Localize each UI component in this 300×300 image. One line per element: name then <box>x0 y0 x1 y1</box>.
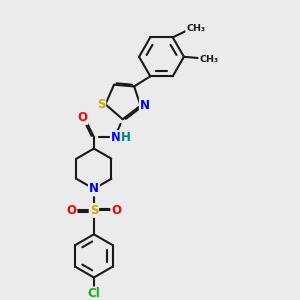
Text: O: O <box>111 204 121 217</box>
Text: S: S <box>97 98 105 111</box>
Text: S: S <box>90 204 98 217</box>
Text: Cl: Cl <box>88 287 100 300</box>
Text: H: H <box>121 131 130 144</box>
Text: N: N <box>111 131 121 144</box>
Text: N: N <box>89 182 99 195</box>
Text: O: O <box>67 204 76 217</box>
Text: N: N <box>140 99 150 112</box>
Text: CH₃: CH₃ <box>199 55 218 64</box>
Text: CH₃: CH₃ <box>186 24 205 33</box>
Text: O: O <box>77 111 87 124</box>
